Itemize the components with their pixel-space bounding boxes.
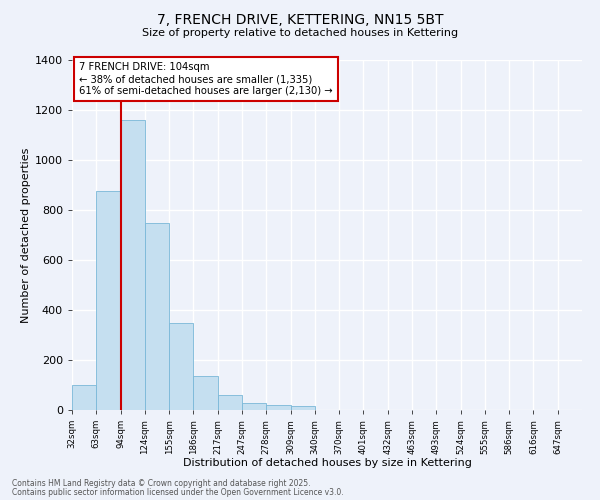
Text: 7 FRENCH DRIVE: 104sqm
← 38% of detached houses are smaller (1,335)
61% of semi-: 7 FRENCH DRIVE: 104sqm ← 38% of detached… (79, 62, 333, 96)
Text: Contains public sector information licensed under the Open Government Licence v3: Contains public sector information licen… (12, 488, 344, 497)
Bar (193, 376, 218, 410)
Text: Contains HM Land Registry data © Crown copyright and database right 2025.: Contains HM Land Registry data © Crown c… (12, 479, 311, 488)
Bar (121, 120, 145, 410)
Text: 7, FRENCH DRIVE, KETTERING, NN15 5BT: 7, FRENCH DRIVE, KETTERING, NN15 5BT (157, 12, 443, 26)
X-axis label: Distribution of detached houses by size in Kettering: Distribution of detached houses by size … (182, 458, 472, 468)
Bar (242, 402, 266, 410)
Bar (72, 385, 96, 410)
Bar (169, 322, 193, 410)
Y-axis label: Number of detached properties: Number of detached properties (20, 148, 31, 322)
Bar (266, 405, 290, 410)
Bar (218, 395, 242, 410)
Bar (290, 406, 315, 410)
Bar (96, 191, 121, 410)
Bar (145, 222, 169, 410)
Text: Size of property relative to detached houses in Kettering: Size of property relative to detached ho… (142, 28, 458, 38)
